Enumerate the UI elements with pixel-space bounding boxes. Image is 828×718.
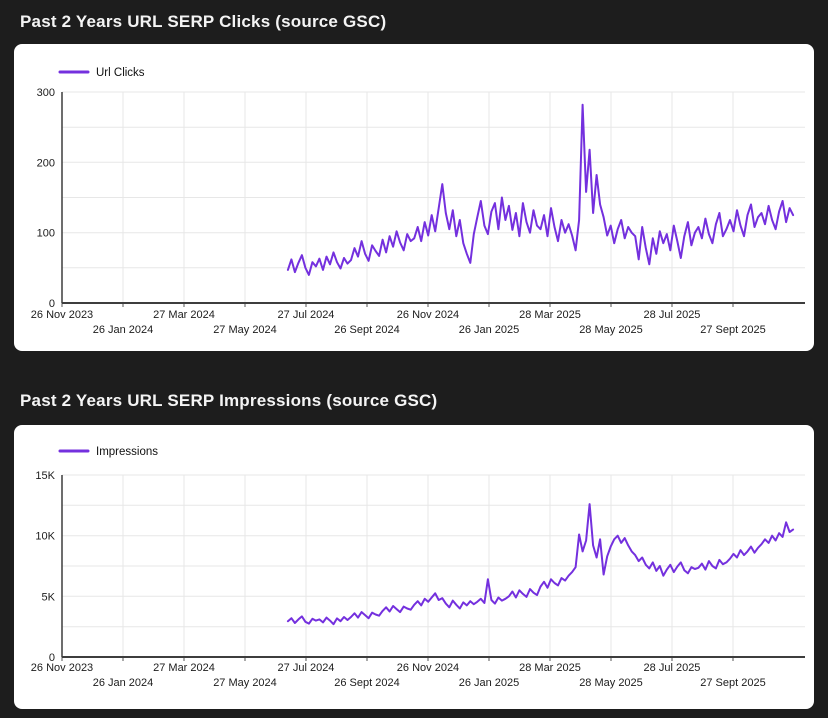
x-tick-label: 26 Nov 2024	[397, 309, 459, 321]
series-line[interactable]	[286, 503, 795, 626]
x-tick-label: 28 Mar 2025	[519, 309, 581, 321]
y-tick-label: 5K	[42, 591, 56, 603]
impressions-line-chart[interactable]: 26 Nov 2023 26 Jan 2024 27 Mar 2024 27 May …	[14, 425, 814, 709]
x-tick-label: 26 Jan 2025	[459, 324, 520, 336]
y-tick-label: 100	[37, 228, 55, 240]
x-tick-label: 27 Mar 2024	[153, 662, 215, 674]
x-tick-label: 28 May 2025	[579, 677, 643, 689]
clicks-line-chart[interactable]: 26 Nov 2023 26 Jan 2024 27 Mar 2024 27 May …	[14, 44, 814, 351]
y-tick-label: 10K	[35, 531, 55, 543]
series-line[interactable]	[286, 103, 795, 276]
impressions-chart-title: Past 2 Years URL SERP Impressions (sourc…	[20, 391, 438, 410]
x-tick-label: 26 Sept 2024	[334, 324, 399, 336]
x-tick-label: 27 Jul 2024	[278, 309, 335, 321]
x-tick-label: 27 Mar 2024	[153, 309, 215, 321]
x-tick-label: 28 May 2025	[579, 324, 643, 336]
x-tick-label: 26 Nov 2023	[31, 309, 93, 321]
clicks-chart-title: Past 2 Years URL SERP Clicks (source GSC…	[20, 12, 387, 31]
x-tick-label: 28 Jul 2025	[644, 662, 701, 674]
x-tick-label: 26 Jan 2024	[93, 324, 154, 336]
clicks-chart-card: 26 Nov 2023 26 Jan 2024 27 Mar 2024 27 May …	[14, 44, 814, 351]
x-tick-label: 27 Sept 2025	[700, 324, 765, 336]
legend-item[interactable]: Url Clicks	[58, 67, 145, 79]
y-tick-label: 200	[37, 157, 55, 169]
x-tick-label: 27 Jul 2024	[278, 662, 335, 674]
x-tick-label: 26 Jan 2025	[459, 677, 520, 689]
legend-item[interactable]: Impressions	[58, 446, 158, 458]
y-tick-label: 300	[37, 87, 55, 99]
legend-label: Url Clicks	[96, 67, 145, 79]
x-tick-label: 26 Jan 2024	[93, 677, 154, 689]
x-tick-label: 27 Sept 2025	[700, 677, 765, 689]
y-tick-label: 15K	[35, 470, 55, 482]
x-tick-label: 28 Jul 2025	[644, 309, 701, 321]
x-tick-label: 28 Mar 2025	[519, 662, 581, 674]
y-tick-label: 0	[49, 652, 55, 664]
x-tick-label: 26 Nov 2024	[397, 662, 459, 674]
serp-dashboard: Past 2 Years URL SERP Clicks (source GSC…	[14, 12, 814, 709]
legend-label: Impressions	[96, 446, 158, 458]
x-tick-label: 27 May 2024	[213, 324, 277, 336]
x-tick-label: 26 Nov 2023	[31, 662, 93, 674]
x-tick-label: 26 Sept 2024	[334, 677, 399, 689]
impressions-chart-card: 26 Nov 2023 26 Jan 2024 27 Mar 2024 27 May …	[14, 425, 814, 709]
y-tick-label: 0	[49, 298, 55, 310]
x-tick-label: 27 May 2024	[213, 677, 277, 689]
